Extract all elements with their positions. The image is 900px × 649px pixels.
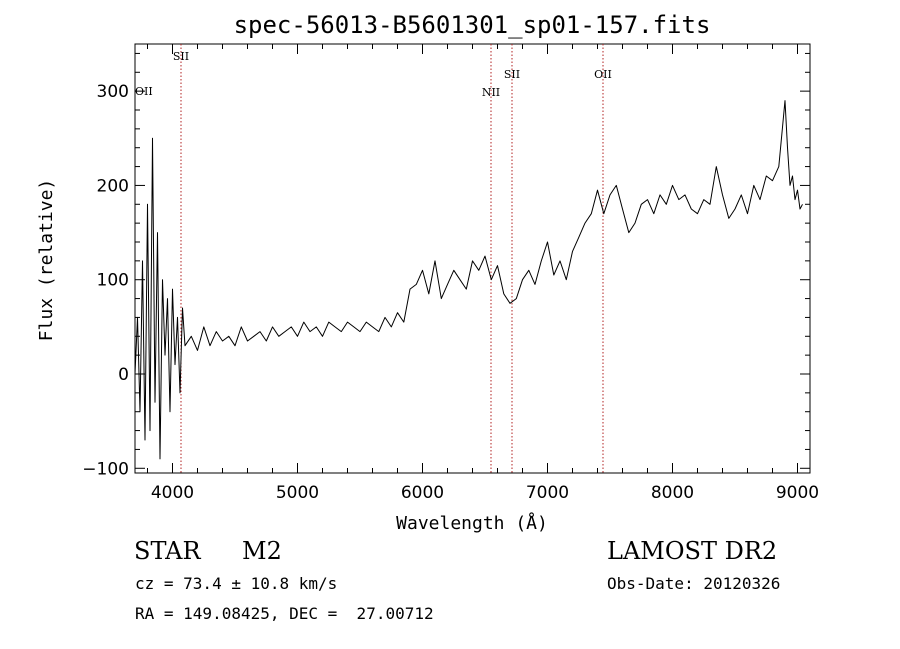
y-axis-label: Flux (relative) (36, 179, 57, 342)
emission-line-label: OII (594, 68, 612, 81)
y-axis: −100 0 100 200 300 (82, 52, 810, 479)
emission-line-label: SII (504, 68, 520, 81)
x-tick-label: 7000 (526, 483, 569, 503)
y-tick-label: 300 (97, 82, 129, 102)
redshift-info: cz = 73.4 ± 10.8 km/s (135, 574, 338, 593)
object-subclass: M2 (242, 537, 282, 565)
spectrum-line (134, 100, 803, 460)
y-tick-label: 0 (118, 365, 129, 385)
y-tick-label: −100 (82, 459, 129, 479)
x-tick-label: 5000 (276, 483, 319, 503)
series-layer (134, 100, 803, 460)
object-class: STAR (134, 537, 201, 565)
survey-label: LAMOST DR2 (607, 537, 778, 565)
x-axis: 4000 5000 6000 7000 8000 9000 (147, 44, 819, 503)
emission-line-label: NII (482, 86, 500, 99)
plot-border (134, 43, 811, 474)
x-axis-label: Wavelength (Å) (396, 512, 548, 534)
x-tick-label: 8000 (651, 483, 694, 503)
y-tick-label: 100 (97, 271, 129, 291)
y-tick-label: 200 (97, 176, 129, 196)
obs-date: Obs-Date: 20120326 (607, 574, 781, 593)
x-tick-label: 9000 (776, 483, 819, 503)
chart-title: spec-56013-B5601301_sp01-157.fits (234, 11, 711, 39)
coordinates: RA = 149.08425, DEC = 27.00712 (135, 604, 434, 623)
emission-line-label: SII (173, 50, 189, 63)
x-tick-label: 4000 (151, 483, 194, 503)
emission-line-markers: SII NII SII OII (173, 44, 612, 473)
x-tick-label: 6000 (401, 483, 444, 503)
edge-line-label: OII (135, 85, 153, 98)
plot-frame (134, 43, 811, 474)
